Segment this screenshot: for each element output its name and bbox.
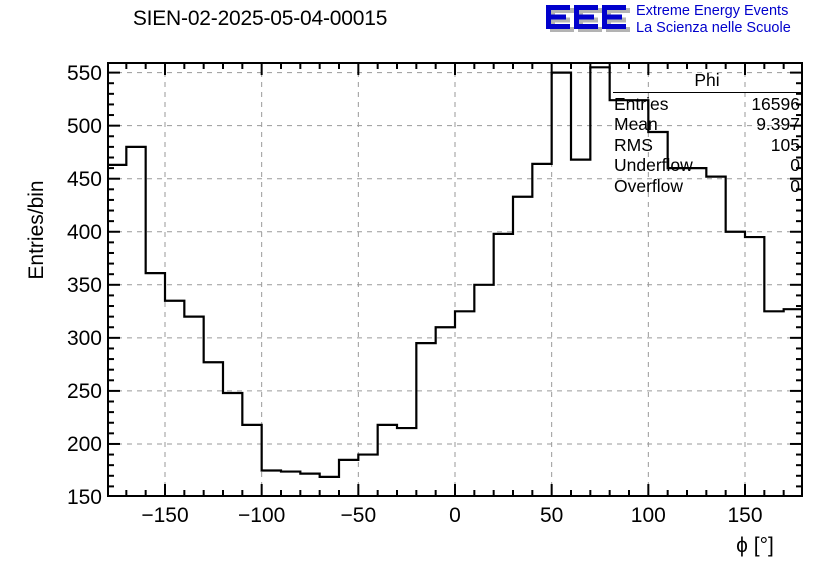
stats-row: RMS 105 (611, 135, 803, 156)
stats-value: 9.397 (756, 114, 800, 134)
stats-row: Mean 9.397 (611, 114, 803, 135)
y-tick-label: 250 (66, 379, 102, 403)
x-axis-tick-labels: −150 −100 −50 0 50 100 150 (107, 503, 803, 533)
histogram-canvas (107, 62, 803, 497)
stats-box: Phi Entries 16596 Mean 9.397 RMS 105 Underflow… (611, 70, 803, 196)
eee-tagline-1: Extreme Energy Events (636, 3, 789, 19)
x-tick-label: 50 (539, 504, 564, 527)
stats-row: Entries 16596 (611, 94, 803, 115)
stats-value: 16596 (751, 93, 800, 114)
y-tick-label: 550 (66, 61, 102, 85)
x-tick-label: 100 (630, 504, 666, 527)
stats-key: RMS (614, 134, 653, 155)
x-tick-label: −100 (238, 504, 286, 527)
eee-logo-mark (546, 5, 630, 32)
eee-tagline-2: La Scienza nelle Scuole (636, 20, 791, 36)
stats-value: 0 (790, 175, 800, 196)
x-tick-label: 0 (449, 504, 461, 527)
stats-key: Mean (614, 114, 658, 134)
x-tick-label: −50 (340, 504, 377, 527)
y-axis-tick-labels: 150 200 250 300 350 400 450 500 550 (30, 61, 102, 508)
stats-key: Overflow (614, 175, 684, 196)
x-tick-label: −150 (141, 504, 189, 527)
y-tick-label: 200 (66, 432, 102, 456)
y-tick-label: 300 (66, 326, 102, 350)
stats-value: 0 (790, 155, 800, 175)
stats-row: Underflow 0 (611, 155, 803, 176)
stats-title: Phi (613, 70, 801, 93)
eee-logo-text: Extreme Energy Events La Scienza nelle S… (636, 3, 791, 37)
stats-key: Underflow (614, 155, 693, 175)
y-tick-label: 350 (66, 273, 102, 297)
stats-row: Overflow 0 (611, 176, 803, 197)
y-tick-label: 500 (66, 114, 102, 138)
eee-logo: Extreme Energy Events La Scienza nelle S… (540, 3, 836, 39)
x-axis-title: ϕ [°] (736, 534, 774, 557)
stats-rows: Entries 16596 Mean 9.397 RMS 105 Underflow 0 Ove… (611, 94, 803, 197)
y-tick-label: 150 (66, 486, 102, 509)
page-title: SIEN-02-2025-05-04-00015 (132, 7, 388, 30)
stats-value: 105 (770, 134, 800, 155)
y-tick-label: 400 (66, 220, 102, 244)
histogram-step-curve (107, 66, 803, 478)
stats-key: Entries (614, 93, 669, 114)
x-tick-label: 150 (727, 504, 763, 527)
y-tick-label: 450 (66, 167, 102, 191)
